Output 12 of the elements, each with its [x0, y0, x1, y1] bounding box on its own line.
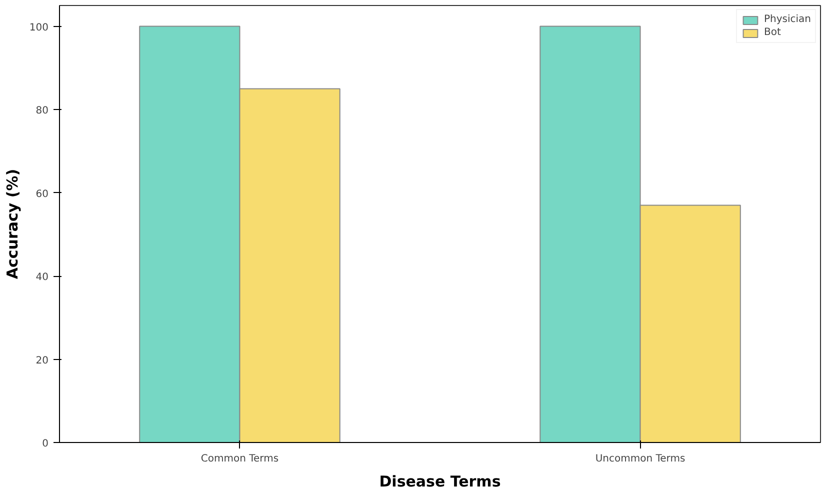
- y-tick-label: 40: [36, 272, 49, 284]
- x-axis-title: Disease Terms: [379, 472, 501, 490]
- y-tick-label: 0: [42, 438, 49, 450]
- y-tick-label: 80: [36, 106, 49, 117]
- x-tick-label: Common Terms: [200, 454, 279, 464]
- legend-label: Bot: [764, 27, 782, 38]
- y-axis-title: Accuracy (%): [3, 168, 22, 280]
- y-tick-label: 60: [36, 188, 49, 200]
- x-tick-label: Uncommon Terms: [595, 454, 686, 464]
- y-tick-label: 100: [29, 22, 49, 34]
- legend-label: Physician: [764, 14, 811, 25]
- y-tick-label: 20: [36, 355, 49, 366]
